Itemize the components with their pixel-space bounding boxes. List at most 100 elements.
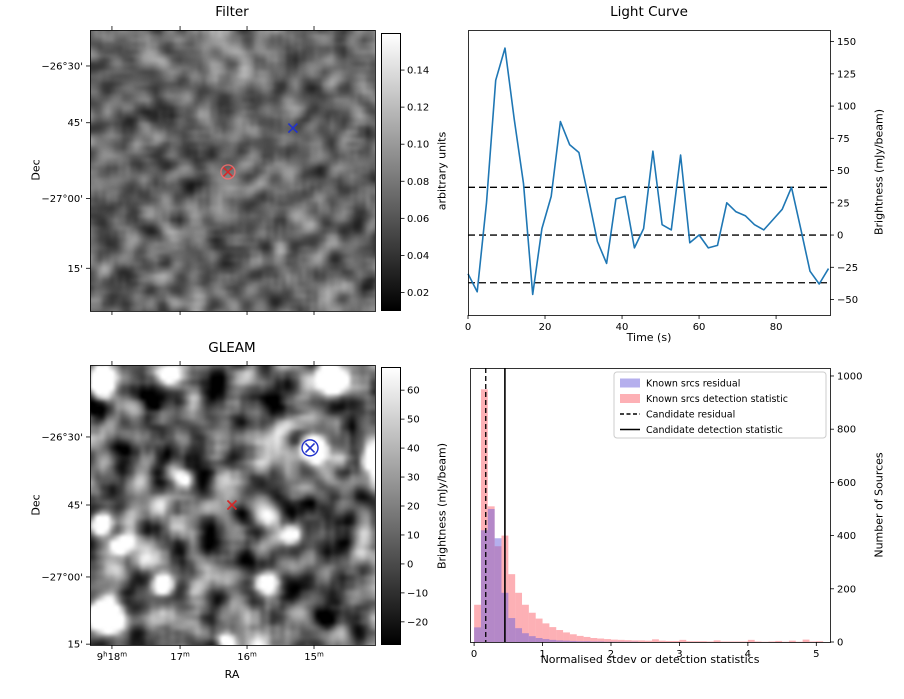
hist-bar [556,630,564,642]
gleam-colorbar-label: Brightness (mJy/beam) [435,442,449,570]
hist-ytick-label: 200 [837,584,856,595]
gleam-frame [90,365,376,646]
colorbar-tick-label: 30 [407,473,420,484]
gleam-ytick-label: 45' [68,501,83,512]
colorbar-tick-label: 50 [407,415,420,426]
hist-ytick-label: 800 [837,425,856,436]
hist-ytick-label: 0 [837,638,843,649]
hist-bar [528,636,536,642]
colorbar-tick-label: 20 [407,502,420,513]
hist-bar [480,530,488,642]
hist-bar [788,640,796,642]
hist-bar [754,641,762,642]
hist-bar [474,604,481,642]
hist-bar [590,638,598,642]
lc-ytick-label: 25 [837,198,850,209]
hist-xtick-label: 1 [539,649,545,660]
hist-bar [515,628,523,642]
colorbar-tick-label: 0.08 [407,177,429,188]
hist-bar [645,640,653,642]
hist-bar [816,641,824,642]
gleam-xtick-label: 15m [304,651,324,664]
lc-xtick-label: 60 [693,322,706,333]
lc-ytick-label: 0 [837,231,843,242]
hist-bar [741,641,748,642]
hist-bar [679,639,687,642]
lc-xtick-label: 20 [539,322,552,333]
hist-bar [522,604,529,642]
hist-bar [686,641,694,642]
hist-bar [597,641,605,642]
hist-bar [638,640,646,642]
hist-bar [535,638,543,642]
colorbar-tick-label: 0 [407,559,413,570]
hist-bar [590,641,598,642]
light-curve-line [467,47,830,296]
light-curve-frame [468,30,831,316]
legend-label: Known srcs residual [646,379,740,390]
hist-xtick-label: 3 [676,649,682,660]
hist-bar [549,627,557,642]
colorbar-tick-label: 60 [407,386,420,397]
legend-label: Candidate residual [646,410,735,421]
filter-ytick-label: −27°00' [41,194,83,205]
legend-patch [620,394,640,403]
filter-ylabel: Dec [29,159,43,181]
legend-patch [620,378,640,388]
hist-ytick-label: 1000 [837,371,862,382]
hist-bar [665,640,673,642]
hist-bar [583,641,591,642]
hist-bar [652,639,659,642]
light-curve-title: Light Curve [610,4,688,20]
gleam-ytick-label: −27°00' [41,572,83,583]
hist-bar [508,574,516,642]
histogram-frame [470,368,831,643]
hist-bar [775,640,783,642]
hist-bar [480,389,488,642]
hist-xtick-label: 0 [471,649,477,660]
lc-xtick-label: 0 [465,322,471,333]
marker-circle-icon [301,439,319,457]
legend-label: Known srcs detection statistic [646,394,788,405]
gleam-xlabel: RA [224,668,240,681]
gleam-ytick-label: −26°30' [41,432,83,443]
hist-bar [474,627,481,642]
hist-bar [727,641,735,642]
hist-bar [563,632,570,642]
hist-bar [672,640,680,642]
hist-bar [713,640,721,642]
lc-xtick-label: 80 [770,322,783,333]
gleam-xtick-label: 17m [170,651,190,664]
colorbar-tick-label: 0.14 [407,66,429,77]
lc-ytick-label: −50 [837,295,858,306]
hist-bar [515,592,523,642]
legend-box [613,371,827,439]
hist-bar [569,634,577,642]
colorbar-tick-label: 0.12 [407,103,429,114]
colorbar-tick-label: −20 [407,617,428,628]
colorbar-tick-label: −10 [407,588,428,599]
marker-x-icon [287,123,298,134]
gleam-title: GLEAM [208,340,256,356]
hist-bar [699,641,707,642]
marker-x-icon [222,166,234,177]
filter-colorbar-label: arbitrary units [435,131,449,211]
lc-ytick-label: 100 [837,102,856,113]
hist-xtick-label: 5 [813,649,819,660]
hist-bar [542,623,550,642]
filter-ytick-label: 15' [68,264,83,275]
gleam-xtick-label: 16m [237,651,257,664]
hist-bar [563,640,570,642]
histogram-ylabel: Number of Sources [872,452,886,558]
hist-bar [576,641,584,642]
lc-ytick-label: 75 [837,134,850,145]
hist-bar [597,638,605,642]
hist-bar [604,639,611,642]
marker-x-icon [226,499,237,511]
lc-xtick-label: 40 [616,322,629,333]
light-curve-xlabel: Time (s) [626,331,672,344]
marker-circle-icon [220,164,236,180]
filter-colorbar [381,33,401,311]
